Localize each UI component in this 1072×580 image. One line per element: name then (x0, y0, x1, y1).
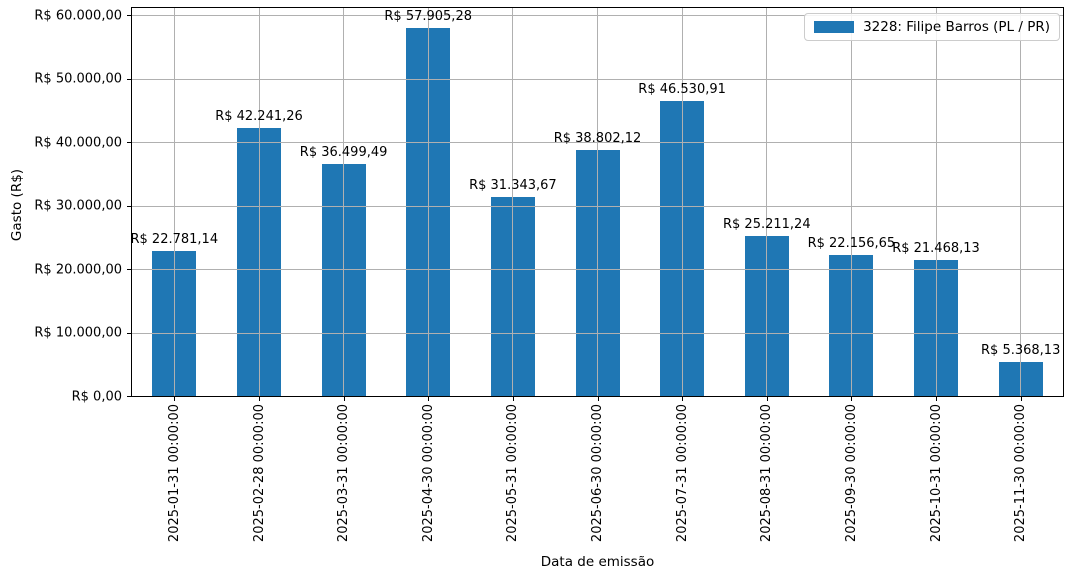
bar-value-label: R$ 22.156,65 (807, 236, 896, 252)
y-tick-label: R$ 10.000,00 (34, 325, 122, 341)
y-tick-mark (127, 205, 131, 207)
x-tick-label: 2025-08-31 00:00:00 (759, 404, 775, 543)
vertical-gridline (766, 8, 768, 396)
x-tick-mark (512, 397, 514, 401)
y-tick-mark (127, 332, 131, 334)
x-tick-label: 2025-09-30 00:00:00 (843, 404, 859, 543)
x-tick-label: 2025-03-31 00:00:00 (336, 404, 352, 543)
bar-labels-layer: R$ 22.781,14 R$ 42.241,26 R$ 36.499,49 R$ 5… (130, 8, 1063, 396)
vertical-gridline (427, 8, 429, 396)
bar-value-label: R$ 22.781,14 (130, 232, 219, 248)
vertical-gridline (681, 8, 683, 396)
y-tick-label: R$ 30.000,00 (34, 198, 122, 214)
vertical-gridline (173, 8, 175, 396)
x-axis-title: Data de emissão (540, 554, 655, 570)
x-tick-mark (682, 397, 684, 401)
x-tick-mark (851, 397, 853, 401)
legend-swatch-icon (814, 21, 855, 33)
y-tick-mark (127, 396, 131, 397)
legend: 3228: Filipe Barros (PL / PR) (804, 13, 1060, 41)
y-tick-mark (127, 269, 131, 270)
y-tick-label: R$ 60.000,00 (34, 8, 122, 23)
x-tick-mark (174, 397, 176, 401)
x-tick-mark (766, 397, 768, 401)
vertical-gridline (343, 8, 345, 396)
x-tick-mark (1020, 397, 1022, 401)
bar-value-label: R$ 46.530,91 (638, 81, 726, 97)
y-tick-label: R$ 0,00 (71, 389, 122, 404)
x-tick-label: 2025-02-28 00:00:00 (251, 404, 267, 543)
vertical-gridline (512, 8, 514, 396)
vertical-gridline (597, 8, 598, 396)
legend-label: 3228: Filipe Barros (PL / PR) (863, 19, 1050, 35)
y-tick-label: R$ 40.000,00 (34, 135, 122, 150)
x-tick-mark (259, 397, 260, 401)
bar-value-label: R$ 21.468,13 (892, 240, 980, 256)
bar-value-label: R$ 31.343,67 (469, 178, 557, 194)
x-tick-mark (428, 397, 430, 401)
x-tick-label: 2025-11-30 00:00:00 (1013, 404, 1029, 543)
x-tick-label: 2025-06-30 00:00:00 (590, 404, 605, 543)
bar-value-label: R$ 5.368,13 (981, 342, 1061, 358)
vertical-gridline (1020, 8, 1022, 396)
vertical-gridline (850, 8, 852, 396)
vertical-gridline (935, 8, 937, 396)
x-tick-mark (343, 397, 345, 401)
x-tick-label: 2025-05-31 00:00:00 (505, 404, 521, 543)
x-tick-mark (936, 397, 937, 401)
x-tick-mark (597, 397, 599, 401)
y-tick-mark (127, 142, 131, 143)
bar-value-label: R$ 57.905,28 (384, 9, 472, 25)
bar-value-label: R$ 38.802,12 (553, 130, 642, 146)
y-tick-label: R$ 20.000,00 (34, 262, 122, 277)
bar-value-label: R$ 42.241,26 (215, 108, 303, 124)
y-tick-mark (127, 15, 131, 16)
x-tick-label: 2025-04-30 00:00:00 (420, 404, 436, 543)
x-tick-label: 2025-10-31 00:00:00 (928, 404, 944, 543)
vertical-gridline (258, 8, 260, 396)
bar-value-label: R$ 25.211,24 (722, 216, 811, 232)
x-tick-label: 2025-01-31 00:00:00 (166, 404, 182, 543)
y-tick-mark (127, 78, 131, 80)
bar-value-label: R$ 36.499,49 (299, 145, 388, 161)
grid-layer (132, 8, 1063, 396)
y-tick-label: R$ 50.000,00 (34, 71, 122, 87)
plot-area: R$ 22.781,14 R$ 42.241,26 R$ 36.499,49 R$ 5… (130, 7, 1064, 397)
x-tick-label: 2025-07-31 00:00:00 (674, 404, 690, 543)
